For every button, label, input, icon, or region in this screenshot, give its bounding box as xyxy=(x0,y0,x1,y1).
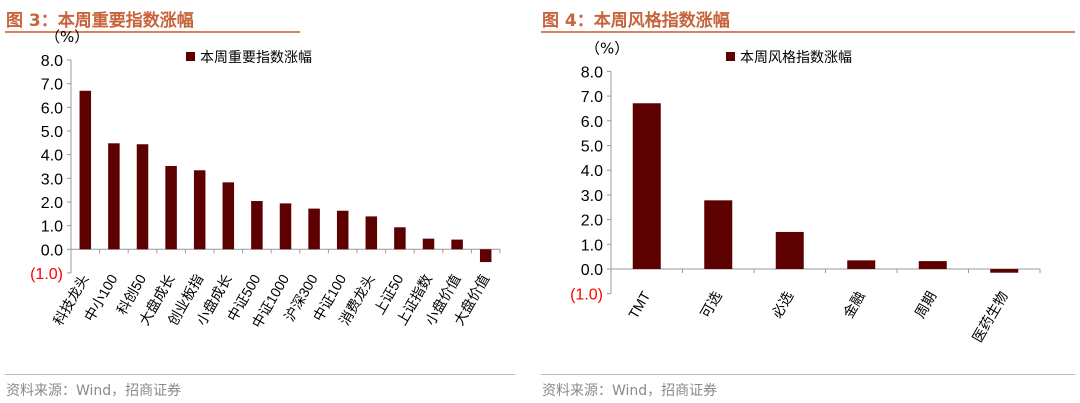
bar xyxy=(847,260,876,269)
legend-label: 本周重要指数涨幅 xyxy=(200,50,312,66)
y-tick-label: 1.0 xyxy=(41,219,63,236)
y-tick-label: 4.0 xyxy=(41,148,63,165)
y-tick-label: (1.0) xyxy=(570,287,603,304)
x-tick-label: TMT xyxy=(625,288,653,321)
footer-rule-left xyxy=(5,374,515,375)
bar xyxy=(775,231,804,269)
bar xyxy=(222,182,235,250)
bar xyxy=(79,90,92,250)
y-tick-label: 6.0 xyxy=(581,114,603,131)
bar xyxy=(632,103,661,269)
y-tick-label: 4.0 xyxy=(581,163,603,180)
bar xyxy=(704,200,733,269)
y-axis-unit: （%） xyxy=(45,28,89,46)
bar xyxy=(136,144,149,250)
bar xyxy=(165,166,177,250)
title-rule-right xyxy=(541,31,1075,33)
y-tick-label: 8.0 xyxy=(41,53,63,70)
source-right: 资料来源：Wind，招商证券 xyxy=(542,383,718,399)
title-rule-left xyxy=(5,31,300,33)
bar xyxy=(479,249,492,263)
source-left: 资料来源：Wind，招商证券 xyxy=(6,383,182,399)
y-tick-label: 2.0 xyxy=(41,195,63,212)
y-tick-label: 0.0 xyxy=(581,262,603,279)
y-tick-label: 5.0 xyxy=(41,124,63,141)
y-tick-label: 8.0 xyxy=(581,64,603,81)
x-tick-label: 必选 xyxy=(768,289,796,321)
bar xyxy=(451,239,463,250)
legend-swatch xyxy=(726,52,735,61)
x-tick-label: 周期 xyxy=(911,289,939,321)
bar xyxy=(394,227,406,250)
bar xyxy=(365,216,378,250)
bar xyxy=(251,201,263,250)
y-tick-label: 3.0 xyxy=(581,188,603,205)
chart-left: 8.0 7.0 6.0 5.0 4.0 3.0 2.0 1.0 0.0 (1.0) （%） 本周重要指… xyxy=(30,28,501,331)
x-tick-label: 可选 xyxy=(697,289,725,321)
footer-rule-right xyxy=(541,374,1075,375)
bar xyxy=(193,170,206,250)
y-tick-label: 5.0 xyxy=(581,139,603,156)
bar xyxy=(422,238,435,250)
y-tick-label: 0.0 xyxy=(41,242,63,259)
chart-title-left: 图 3：本周重要指数涨幅 xyxy=(6,11,194,31)
y-tick-label: 3.0 xyxy=(41,171,63,188)
chart-title-right: 图 4：本周风格指数涨幅 xyxy=(542,11,730,31)
y-tick-label: 7.0 xyxy=(581,89,603,106)
bar xyxy=(918,261,947,269)
y-tick-label: 2.0 xyxy=(581,213,603,230)
legend-swatch xyxy=(186,52,195,61)
bar xyxy=(108,143,120,250)
chart-right: 8.0 7.0 6.0 5.0 4.0 3.0 2.0 1.0 0.0 (1.0) （%） 本周风格指… xyxy=(570,39,1041,345)
y-tick-label: 1.0 xyxy=(581,237,603,254)
y-tick-label: (1.0) xyxy=(30,266,63,283)
bar xyxy=(990,269,1019,273)
bar xyxy=(308,208,320,250)
x-tick-label: 金融 xyxy=(840,289,868,321)
y-axis-unit: （%） xyxy=(585,39,629,57)
y-tick-label: 6.0 xyxy=(41,100,63,117)
bar xyxy=(279,203,292,250)
y-tick-label: 7.0 xyxy=(41,77,63,94)
x-tick-label: 医药生物 xyxy=(969,289,1011,345)
bar xyxy=(336,210,349,250)
legend-label: 本周风格指数涨幅 xyxy=(740,50,852,66)
